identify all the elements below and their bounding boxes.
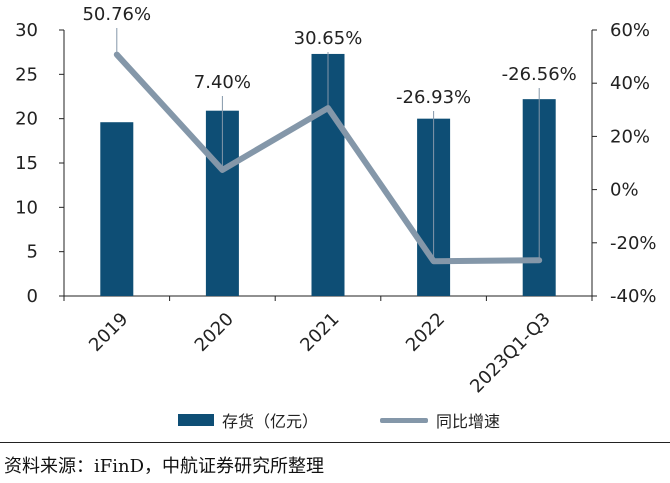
right-tick-label: 0% (610, 180, 639, 201)
left-tick-label: 30 (15, 20, 38, 41)
legend: 存货（亿元） 同比增速 (0, 408, 670, 432)
left-tick-label: 10 (15, 197, 38, 218)
legend-label-bar: 存货（亿元） (222, 412, 319, 431)
left-tick-label: 25 (15, 64, 38, 85)
left-tick-label: 5 (27, 242, 38, 263)
legend-bar-swatch (178, 414, 214, 426)
right-tick-label: -20% (610, 233, 657, 254)
divider (0, 442, 670, 443)
legend-item-line: 同比增速 (380, 408, 500, 432)
growth-data-label: 7.40% (194, 72, 251, 93)
x-tick-label: 2022 (402, 309, 449, 356)
x-tick-label: 2019 (85, 309, 132, 356)
x-tick-label: 2023Q1-Q3 (466, 309, 555, 398)
x-tick-label: 2021 (296, 309, 343, 356)
bar (100, 122, 134, 296)
left-tick-label: 20 (15, 109, 38, 130)
right-tick-label: 40% (610, 73, 650, 94)
left-tick-label: 15 (15, 153, 38, 174)
legend-label-line: 同比增速 (436, 412, 501, 431)
growth-data-label: -26.93% (396, 87, 471, 108)
legend-item-bar: 存货（亿元） (178, 408, 318, 432)
source-note: 资料来源：iFinD，中航证券研究所整理 (4, 456, 325, 477)
growth-data-label: 50.76% (82, 4, 151, 25)
right-tick-label: -40% (610, 286, 657, 307)
right-tick-label: 60% (610, 20, 650, 41)
left-tick-label: 0 (27, 286, 38, 307)
right-tick-label: 20% (610, 126, 650, 147)
growth-data-label: 30.65% (294, 28, 363, 49)
legend-line-swatch (380, 417, 428, 423)
x-tick-label: 2020 (191, 309, 238, 356)
growth-data-label: -26.56% (502, 64, 577, 85)
chart: 0 5 10 15 20 25 30 -40% -20% 0% 20% 40% 60% 2019 2020 2… (15, 4, 657, 398)
